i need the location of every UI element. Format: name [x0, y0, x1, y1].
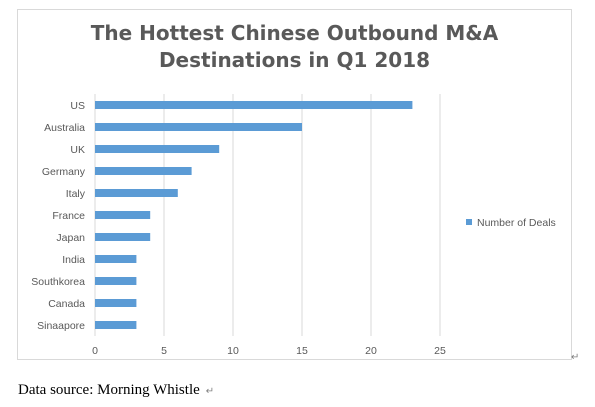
category-label-italy: Italy — [66, 188, 86, 200]
x-tick-label: 20 — [365, 345, 377, 357]
bar-uk — [95, 145, 220, 153]
x-tick-label: 25 — [434, 345, 446, 357]
chart-title-line-2: Destinations in Q1 2018 — [158, 48, 431, 72]
chart-title-line-1: The Hottest Chinese Outbound M&A — [90, 21, 499, 45]
x-tick-label: 5 — [161, 345, 167, 357]
bar-australia — [95, 123, 302, 131]
x-tick-label: 0 — [92, 345, 98, 357]
category-labels: US Australia UK Germany Italy France Japan Indi… — [31, 100, 85, 332]
bar-india — [95, 255, 137, 263]
bars — [95, 101, 413, 329]
x-tick-label: 10 — [227, 345, 239, 357]
return-mark: ↵ — [205, 386, 215, 397]
bar-germany — [95, 167, 192, 175]
paragraph-mark: ↵ — [571, 352, 580, 363]
category-label-uk: UK — [70, 144, 85, 156]
data-source-text: Data source: Morning Whistle — [18, 382, 200, 398]
x-tick-label: 15 — [296, 345, 308, 357]
x-tick-labels: 0 5 10 15 20 25 — [92, 345, 446, 357]
grid-lines — [94, 94, 441, 336]
bar-italy — [95, 189, 178, 197]
category-label-southkorea: Southkorea — [31, 276, 85, 288]
chart-title: The Hottest Chinese Outbound M&A Destina… — [17, 20, 572, 74]
bar-france — [95, 211, 151, 219]
category-label-sinaapore: Sinaapore — [37, 320, 85, 332]
legend: Number of Deals — [466, 217, 556, 229]
data-source-caption: Data source: Morning Whistle ↵ — [18, 382, 214, 399]
category-label-australia: Australia — [44, 122, 85, 134]
bar-sinaapore — [95, 321, 137, 329]
legend-label: Number of Deals — [477, 217, 556, 229]
bar-southkorea — [95, 277, 137, 285]
category-label-us: US — [70, 100, 85, 112]
legend-swatch — [466, 219, 472, 225]
category-label-germany: Germany — [42, 166, 86, 178]
category-label-canada: Canada — [48, 298, 85, 310]
category-label-japan: Japan — [56, 232, 85, 244]
category-label-france: France — [52, 210, 85, 222]
bar-us — [95, 101, 413, 109]
bar-japan — [95, 233, 151, 241]
category-label-india: India — [62, 254, 85, 266]
bar-canada — [95, 299, 137, 307]
